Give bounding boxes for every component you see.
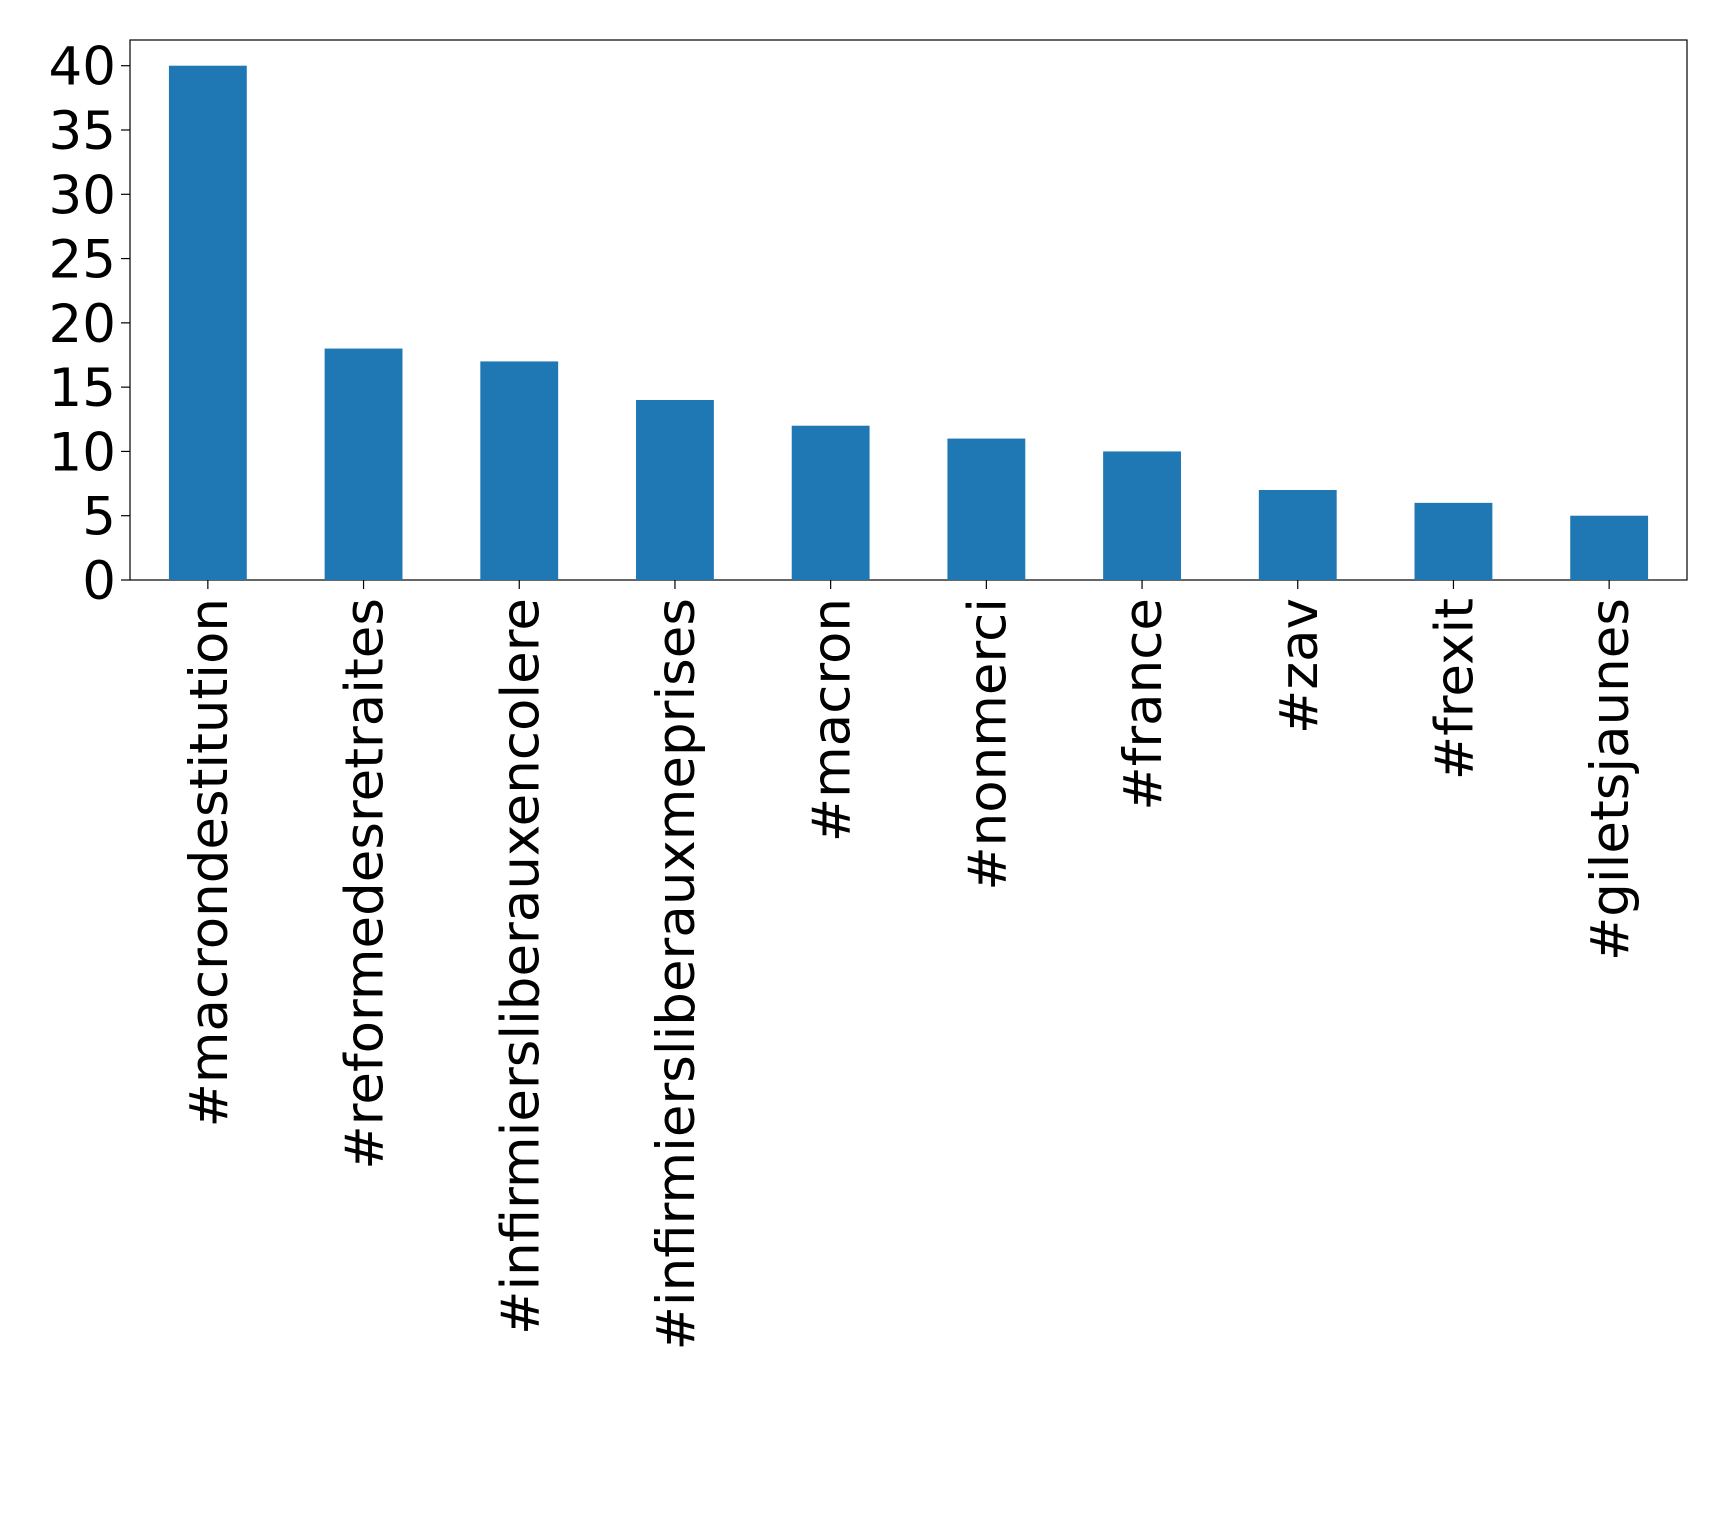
x-tick-label: #infirmiersliberauxencolere [490, 598, 551, 1335]
bar [1103, 451, 1181, 580]
y-tick-label: 15 [49, 358, 116, 419]
bar [1570, 515, 1649, 580]
plot-frame [129, 39, 1688, 581]
bar [480, 361, 559, 580]
y-tick-label: 10 [49, 422, 116, 483]
x-tick-label: #nonmerci [957, 598, 1018, 891]
x-tick-label: #giletsjaunes [1580, 598, 1641, 961]
y-tick-label: 20 [49, 294, 116, 355]
y-tick-label: 5 [82, 487, 116, 548]
y-tick-label: 35 [49, 101, 116, 162]
bar [1414, 502, 1493, 580]
x-tick-label: #macrondestitution [179, 598, 240, 1128]
x-tick-label: #macron [802, 598, 863, 842]
x-tick-label: #infirmiersliberauxmeprises [646, 598, 707, 1350]
y-tick-label: 30 [49, 165, 116, 226]
y-tick-label: 25 [49, 230, 116, 291]
y-tick-label: 0 [82, 551, 116, 612]
x-tick-label: #zav [1269, 598, 1330, 734]
bar [791, 425, 870, 580]
y-tick-label: 40 [49, 37, 116, 98]
x-tick-label: #france [1113, 598, 1174, 811]
bar [168, 65, 247, 580]
x-tick-label: #frexit [1424, 598, 1485, 780]
bar [1258, 490, 1337, 580]
bar [947, 438, 1026, 580]
bar [636, 400, 714, 580]
bar [324, 348, 403, 580]
x-tick-label: #reformedesretraites [335, 598, 396, 1170]
